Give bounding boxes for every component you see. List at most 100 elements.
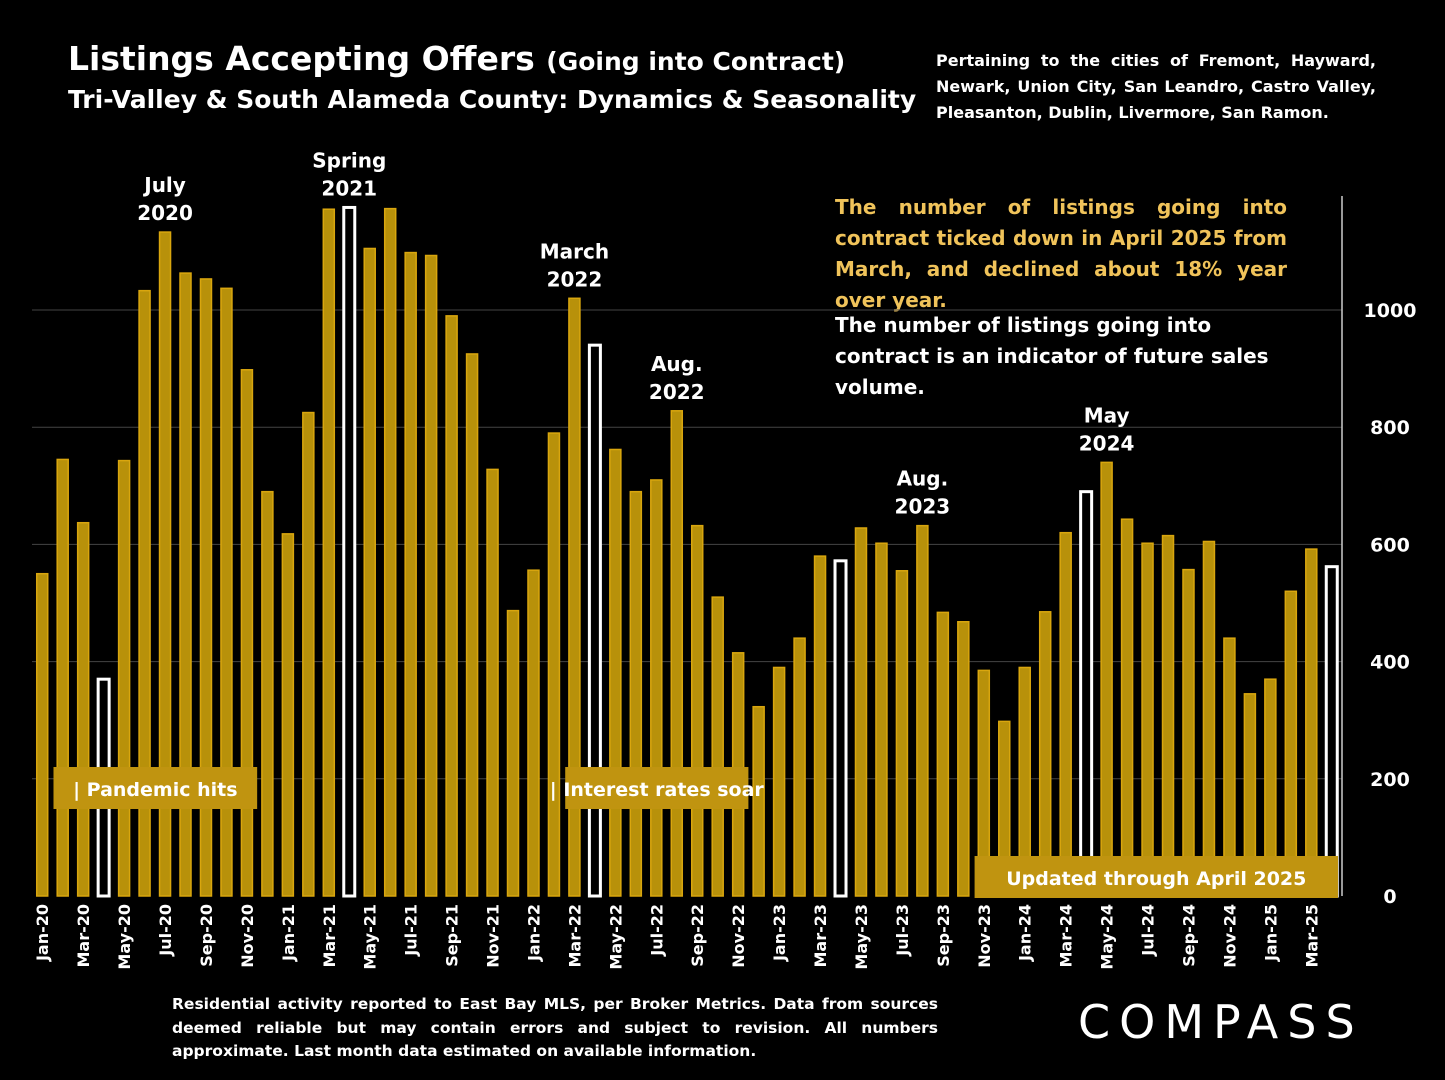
bar [753,707,764,896]
peak-annotation: Aug. [897,467,949,491]
peak-annotation: Spring [312,148,386,172]
bar [548,433,559,896]
bar [405,253,416,896]
bar-highlight [1081,492,1092,896]
peak-annotation: 2022 [649,380,705,404]
x-tick-label: Mar-25 [1302,904,1321,968]
bar [937,612,948,896]
bar [671,411,682,896]
bar [426,256,437,896]
x-tick-label: Mar-21 [320,904,339,968]
x-tick-label: Jul-24 [1139,904,1158,957]
x-tick-label: Sep-24 [1179,904,1198,967]
x-tick-label: May-22 [606,904,625,970]
peak-annotation: 2021 [321,176,377,200]
bar [774,667,785,896]
bar [958,622,969,896]
bar [78,523,89,896]
x-tick-label: May-24 [1098,904,1117,970]
bar-highlight [589,345,600,896]
x-tick-label: Sep-21 [443,904,462,967]
x-tick-label: Mar-23 [811,904,830,968]
x-tick-label: Jul-23 [893,904,912,957]
bar [896,571,907,896]
bar [1040,612,1051,896]
footnote: Residential activity reported to East Ba… [172,993,938,1064]
bar [323,209,334,896]
x-tick-label: Jan-25 [1261,904,1280,962]
bar [1163,536,1174,896]
bar [57,459,68,896]
peak-annotation: Aug. [651,352,703,376]
x-tick-label: Nov-20 [238,904,257,968]
peak-annotation: March [540,239,609,263]
event-label-text: | Interest rates soar [550,779,765,801]
x-tick-label: Jan-22 [524,904,543,962]
peak-annotation: May [1084,403,1130,427]
bar [1142,543,1153,896]
bar [467,354,478,896]
event-label-text: | Pandemic hits [73,779,237,801]
event-label-text: Updated through April 2025 [1006,868,1306,890]
y-tick-label: 0 [1383,886,1396,908]
y-tick-label: 800 [1370,417,1410,439]
x-tick-label: Sep-22 [688,904,707,967]
x-tick-label: Jan-23 [770,904,789,962]
bar [37,574,48,896]
bar [630,492,641,896]
x-tick-label: May-23 [852,904,871,970]
bar-highlight [1326,567,1337,896]
bar [1203,541,1214,896]
x-tick-label: Mar-22 [565,904,584,968]
bar [692,526,703,896]
x-tick-label: Mar-24 [1057,904,1076,968]
bar [487,469,498,896]
compass-logo-mark: COMPASS [1078,990,1388,1050]
x-tick-label: Sep-20 [197,904,216,967]
bar [917,526,928,896]
bar [1285,591,1296,896]
bar [262,492,273,896]
y-tick-label: 1000 [1364,300,1417,322]
bar [364,248,375,896]
x-tick-label: Jan-21 [279,904,298,962]
bar [1183,570,1194,896]
bar [528,570,539,896]
bar [303,413,314,896]
x-tick-label: May-20 [115,904,134,970]
bar [446,316,457,896]
x-tick-label: Jul-21 [402,904,421,957]
peak-annotation: July [142,173,186,197]
peak-annotation: 2022 [547,267,603,291]
bar [855,528,866,896]
bar [119,461,130,896]
bar [1306,549,1317,896]
bar [651,480,662,896]
y-tick-label: 200 [1370,769,1410,791]
bar [610,449,621,896]
bar [1101,462,1112,896]
peak-annotation: 2020 [137,201,193,225]
peak-annotation: 2024 [1079,431,1135,455]
bar [385,209,396,896]
bar-highlight [835,561,846,896]
bar [241,370,252,896]
bar [282,534,293,896]
x-tick-label: Jan-20 [33,904,52,962]
x-tick-label: Nov-22 [729,904,748,968]
bar [1060,533,1071,896]
bar [508,611,519,896]
compass-logo-text: COMPASS [1078,995,1364,1049]
y-tick-label: 600 [1370,534,1410,556]
x-tick-label: Jul-20 [156,904,175,957]
x-tick-label: Jul-22 [647,904,666,957]
x-tick-label: Nov-23 [975,904,994,968]
peak-annotation: 2023 [895,495,951,519]
x-tick-label: May-21 [361,904,380,970]
bar [1122,519,1133,896]
x-tick-label: Mar-20 [74,904,93,968]
x-tick-label: Nov-21 [484,904,503,968]
bar-chart: 0 200 400 600 800 1000 | Pandemic hits | Intere… [0,0,1445,1080]
bar-highlight [344,207,355,896]
y-tick-label: 400 [1370,652,1410,674]
